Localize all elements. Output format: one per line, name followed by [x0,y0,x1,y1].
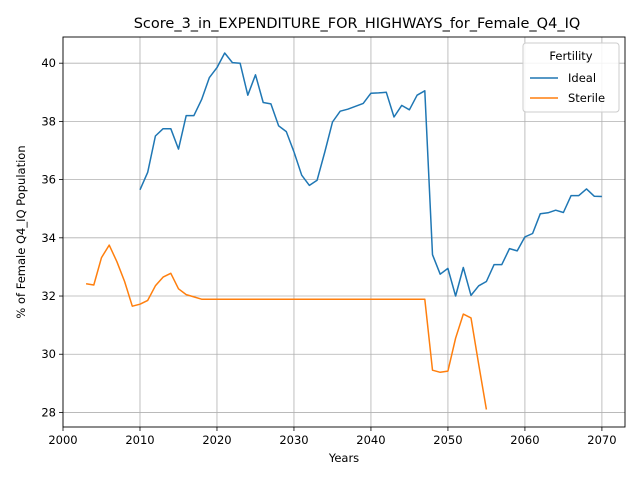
x-tick-label: 2030 [279,433,308,447]
x-tick-label: 2000 [48,433,77,447]
chart-title: Score_3_in_EXPENDITURE_FOR_HIGHWAYS_for_… [134,16,581,32]
x-tick-label: 2010 [125,433,154,447]
y-tick-label: 34 [41,231,56,245]
grid-lines [62,37,625,427]
y-tick-label: 28 [41,405,56,419]
series-line-sterile [85,244,488,410]
y-tick-label: 38 [41,114,56,128]
legend: Fertility Ideal Sterile [522,42,620,113]
x-tick-label: 2070 [587,433,616,447]
series-lines [85,52,602,410]
legend-label-ideal: Ideal [568,71,596,85]
legend-title: Fertility [549,49,592,63]
legend-label-sterile: Sterile [568,91,605,105]
legend-box [522,42,620,113]
plot-frame [62,36,626,428]
y-tick-label: 40 [41,56,56,70]
x-tick-label: 2060 [510,433,539,447]
y-tick-label: 32 [41,289,56,303]
x-tick-label: 2040 [356,433,385,447]
x-axis-label: Years [328,451,359,465]
axis-ticks: 2000 2010 2020 2030 2040 2050 2060 2070 28 30 32 34… [41,56,616,447]
y-tick-label: 30 [41,347,56,361]
x-tick-label: 2020 [202,433,231,447]
y-tick-label: 36 [41,173,56,187]
x-tick-label: 2050 [433,433,462,447]
y-axis-label: % of Female Q4_IQ Population [14,145,28,318]
series-line-ideal [139,52,602,297]
